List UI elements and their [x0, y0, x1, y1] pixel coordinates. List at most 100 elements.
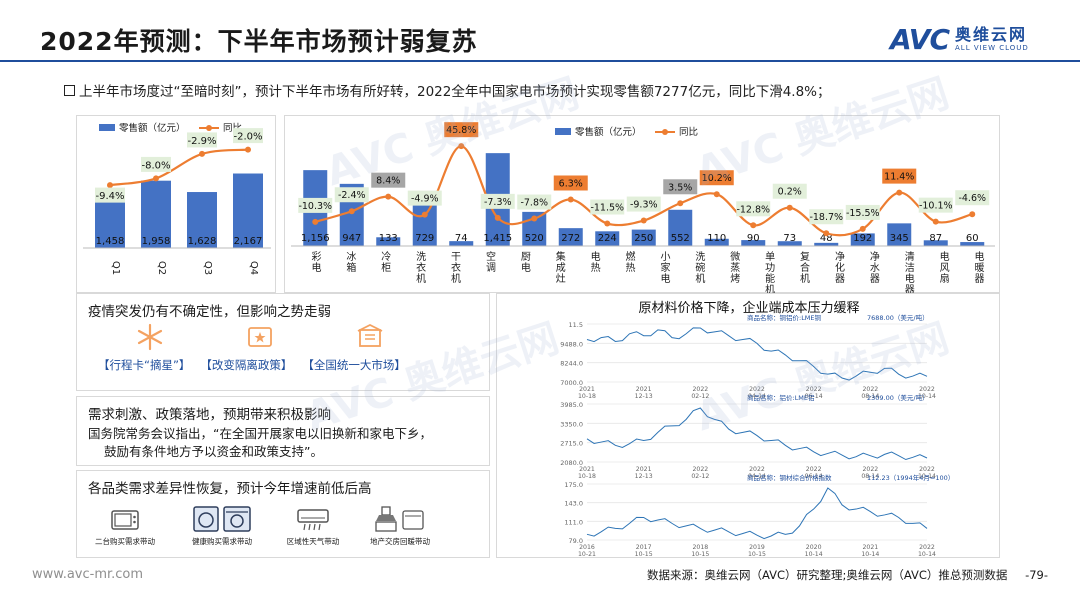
c-yoy-point [640, 217, 647, 224]
q-yoy-point [199, 150, 205, 157]
c-yoy-point [385, 193, 392, 200]
c-yoy-point [531, 215, 538, 222]
tag-travel-card: 【行程卡“摘星”】 [98, 358, 191, 372]
raw-xtick-year: 2022 [862, 466, 878, 473]
logo-en: ALL VIEW CLOUD [955, 43, 1029, 52]
logo-mark: AVC [890, 22, 950, 56]
c-bar-label: 133 [379, 233, 398, 244]
raw-xtick-year: 2022 [749, 386, 765, 393]
range-hood-icon [375, 506, 424, 532]
c-axis-label-char: 调 [486, 262, 496, 274]
raw-latest-value: 112.23（1994年4月=100） [867, 473, 954, 482]
raw-series-label: 商品名称：钢材综合价格指数 [747, 473, 832, 482]
footer-website[interactable]: www.avc-mr.com [32, 567, 144, 582]
q-yoy-label-bg [187, 132, 217, 148]
microwave-icon [111, 510, 139, 530]
c-axis-label: 清洁电器 [905, 250, 915, 294]
c-yoy-label: -9.3% [630, 200, 658, 211]
c-bar-label: 1,156 [301, 233, 330, 244]
c-axis-label-char: 功 [765, 262, 775, 274]
q-yoy-point [107, 182, 113, 189]
star-icon [137, 323, 163, 351]
raw-ytick: 143.0 [564, 500, 583, 508]
raw-ytick: 8244.0 [560, 360, 583, 368]
uncertain-icons [135, 322, 385, 352]
q-bar [141, 180, 171, 248]
c-yoy-point [823, 230, 830, 237]
footer-source-text: 数据来源：奥维云网（AVC）研究整理;奥维云网（AVC）推总预测数据 [647, 568, 1008, 582]
c-yoy-label: -2.4% [338, 190, 366, 201]
c-yoy-point [713, 191, 720, 198]
c-yoy-label-bg [334, 187, 369, 203]
raw-xtick-year: 2022 [692, 386, 708, 393]
avc-logo: AVC 奥维云网 ALL VIEW CLOUD [890, 22, 1029, 56]
c-axis-label-char: 合 [800, 261, 810, 274]
c-bar-label: 1,415 [483, 233, 512, 244]
c-bar-label: 552 [671, 233, 690, 244]
c-yoy-point [896, 189, 903, 196]
c-yoy-label: -4.9% [411, 194, 439, 205]
c-axis-label: 净化器 [835, 250, 845, 285]
q-yoy-label-bg [233, 128, 263, 144]
raw-xtick-date: 12-13 [635, 393, 653, 400]
c-axis-label: 空调 [486, 250, 496, 274]
demand-panel [76, 470, 490, 558]
raw-xtick-date: 04-14 [748, 473, 766, 480]
q-yoy-label-bg [141, 156, 171, 172]
c-bar [558, 228, 583, 246]
c-yoy-label-bg [918, 197, 953, 213]
q-axis-label: Q2 [156, 261, 167, 275]
raw-xtick-date: 10-15 [691, 551, 709, 558]
raw-latest-value: 2309.00（美元/吨） [867, 393, 929, 402]
c-axis-label-char: 洗 [695, 251, 705, 263]
raw-xtick-date: 02-12 [691, 473, 709, 480]
c-yoy-point [604, 220, 611, 227]
raw-ytick: 2080.0 [560, 459, 583, 467]
c-axis-label-char: 水 [870, 262, 880, 274]
c-axis-label-char: 小 [660, 251, 670, 263]
c-bar [595, 231, 620, 246]
c-axis-label-char: 机 [416, 272, 426, 285]
c-bar [777, 241, 802, 246]
c-axis-label-char: 电 [660, 272, 670, 285]
tag-quarantine-policy: 【改变隔离政策】 [200, 358, 293, 372]
c-axis-label-char: 化 [835, 261, 845, 274]
raw-xtick-year: 2019 [749, 544, 765, 551]
c-yoy-point [969, 211, 976, 218]
page-title: 2022年预测：下半年市场预计弱复苏 [40, 27, 478, 56]
raw-xtick-year: 2022 [692, 466, 708, 473]
q-yoy-label: -9.4% [95, 191, 124, 202]
c-axis-label-char: 集 [556, 250, 566, 263]
c-bar-label: 345 [890, 233, 909, 244]
c-axis-label-char: 洗 [416, 251, 426, 263]
raw-xtick-year: 2022 [919, 466, 935, 473]
c-yoy-label: -4.6% [958, 193, 986, 204]
raw-ytick: 2715.0 [560, 440, 583, 448]
c-axis-label-char: 暖 [975, 261, 985, 274]
c-yoy-label-bg [298, 197, 333, 213]
c-yoy-label: -18.7% [809, 212, 843, 223]
c-axis-label-char: 机 [765, 283, 775, 294]
c-axis-label-char: 机 [695, 272, 705, 285]
c-axis-label-char: 蒸 [730, 262, 740, 274]
c-axis-label-char: 电 [591, 250, 601, 263]
c-bar-label: 520 [525, 233, 544, 244]
raw-line [586, 487, 928, 540]
c-axis-label-char: 电 [975, 250, 985, 263]
c-axis-label: 彩电 [311, 251, 321, 274]
c-axis-label-char: 清 [905, 250, 915, 263]
raw-xtick-year: 2022 [806, 466, 822, 473]
c-yoy-label-bg [480, 193, 515, 209]
raw-ytick: 9488.0 [560, 340, 583, 348]
c-bar-label: 110 [707, 233, 726, 244]
raw-ytick: 11.5 [569, 321, 583, 329]
q-bar [233, 173, 263, 248]
q-yoy-label: -2.0% [233, 132, 262, 143]
c-axis-label-char: 家 [660, 261, 670, 274]
c-axis-label: 燃热 [626, 250, 636, 274]
q-bar [95, 197, 125, 248]
uncertain-tags: 【行程卡“摘星”】 【改变隔离政策】 【全国统一大市场】 [98, 357, 406, 373]
c-bar-label: 224 [598, 233, 617, 244]
c-axis-label-char: 机 [800, 272, 810, 285]
